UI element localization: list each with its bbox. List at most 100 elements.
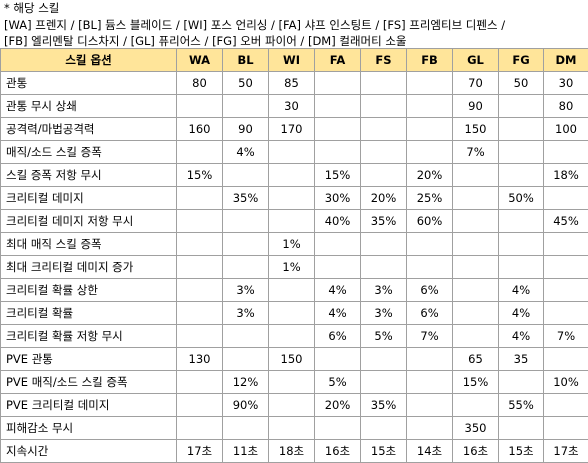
header-col-wi: WI [269,49,315,72]
table-cell [315,256,361,279]
table-cell [499,164,544,187]
table-cell [453,279,499,302]
table-cell: 17초 [544,440,588,463]
table-cell [269,325,315,348]
table-cell: 130 [177,348,223,371]
table-cell [315,118,361,141]
table-cell: 4% [499,325,544,348]
table-cell [269,187,315,210]
table-cell: 14초 [407,440,453,463]
table-cell [499,95,544,118]
table-cell: 16초 [315,440,361,463]
table-cell [269,279,315,302]
table-cell [315,95,361,118]
table-cell [223,210,269,233]
table-cell [315,348,361,371]
table-cell [407,348,453,371]
table-cell: 3% [361,302,407,325]
row-label: 최대 크리티컬 데미지 증가 [1,256,177,279]
table-cell [177,187,223,210]
table-cell: 4% [223,141,269,164]
table-cell [544,279,588,302]
row-label: 최대 매직 스킬 증폭 [1,233,177,256]
table-cell [453,164,499,187]
table-cell [544,348,588,371]
table-cell [361,164,407,187]
table-cell [177,141,223,164]
table-cell [269,141,315,164]
row-label: 크리티컬 데미지 [1,187,177,210]
header-col-fg: FG [499,49,544,72]
table-cell [407,394,453,417]
table-cell: 6% [407,302,453,325]
table-cell: 160 [177,118,223,141]
row-label: 피해감소 무시 [1,417,177,440]
table-cell: 20% [361,187,407,210]
table-cell [407,233,453,256]
table-cell: 5% [315,371,361,394]
table-cell [453,256,499,279]
table-cell [544,417,588,440]
table-cell: 65 [453,348,499,371]
table-cell: 100 [544,118,588,141]
table-cell: 35% [223,187,269,210]
header-col-bl: BL [223,49,269,72]
row-label: 관통 무시 상쇄 [1,95,177,118]
table-cell: 3% [361,279,407,302]
header-col-gl: GL [453,49,499,72]
table-cell [499,233,544,256]
table-cell: 16초 [453,440,499,463]
table-cell: 35 [499,348,544,371]
table-cell: 150 [453,118,499,141]
table-cell [223,233,269,256]
row-label: 크리티컬 데미지 저항 무시 [1,210,177,233]
table-cell [499,141,544,164]
table-cell [177,256,223,279]
table-cell: 70 [453,72,499,95]
table-cell: 60% [407,210,453,233]
table-cell: 50 [223,72,269,95]
table-cell [361,371,407,394]
table-cell: 15% [177,164,223,187]
table-cell [223,348,269,371]
table-cell [407,95,453,118]
table-cell: 6% [315,325,361,348]
table-cell [544,256,588,279]
table-cell [453,394,499,417]
table-cell: 55% [499,394,544,417]
table-cell [177,210,223,233]
table-cell [453,187,499,210]
table-cell: 10% [544,371,588,394]
table-cell [453,325,499,348]
header-col-fb: FB [407,49,453,72]
table-cell: 4% [315,302,361,325]
table-cell [407,417,453,440]
table-cell: 11초 [223,440,269,463]
table-cell: 15% [315,164,361,187]
table-cell [361,256,407,279]
table-cell: 4% [499,279,544,302]
table-cell: 45% [544,210,588,233]
table-cell: 1% [269,233,315,256]
table-cell [499,371,544,394]
table-cell [269,164,315,187]
table-cell [361,417,407,440]
table-cell: 150 [269,348,315,371]
table-cell [499,118,544,141]
skill-notes: * 해당 스킬 [WA] 프렌지 / [BL] 듐스 블레이드 / [WI] 포… [4,0,584,50]
table-cell: 6% [407,279,453,302]
table-cell [177,279,223,302]
table-cell: 1% [269,256,315,279]
table-row: 최대 크리티컬 데미지 증가 1% [1,256,588,279]
table-cell [407,72,453,95]
